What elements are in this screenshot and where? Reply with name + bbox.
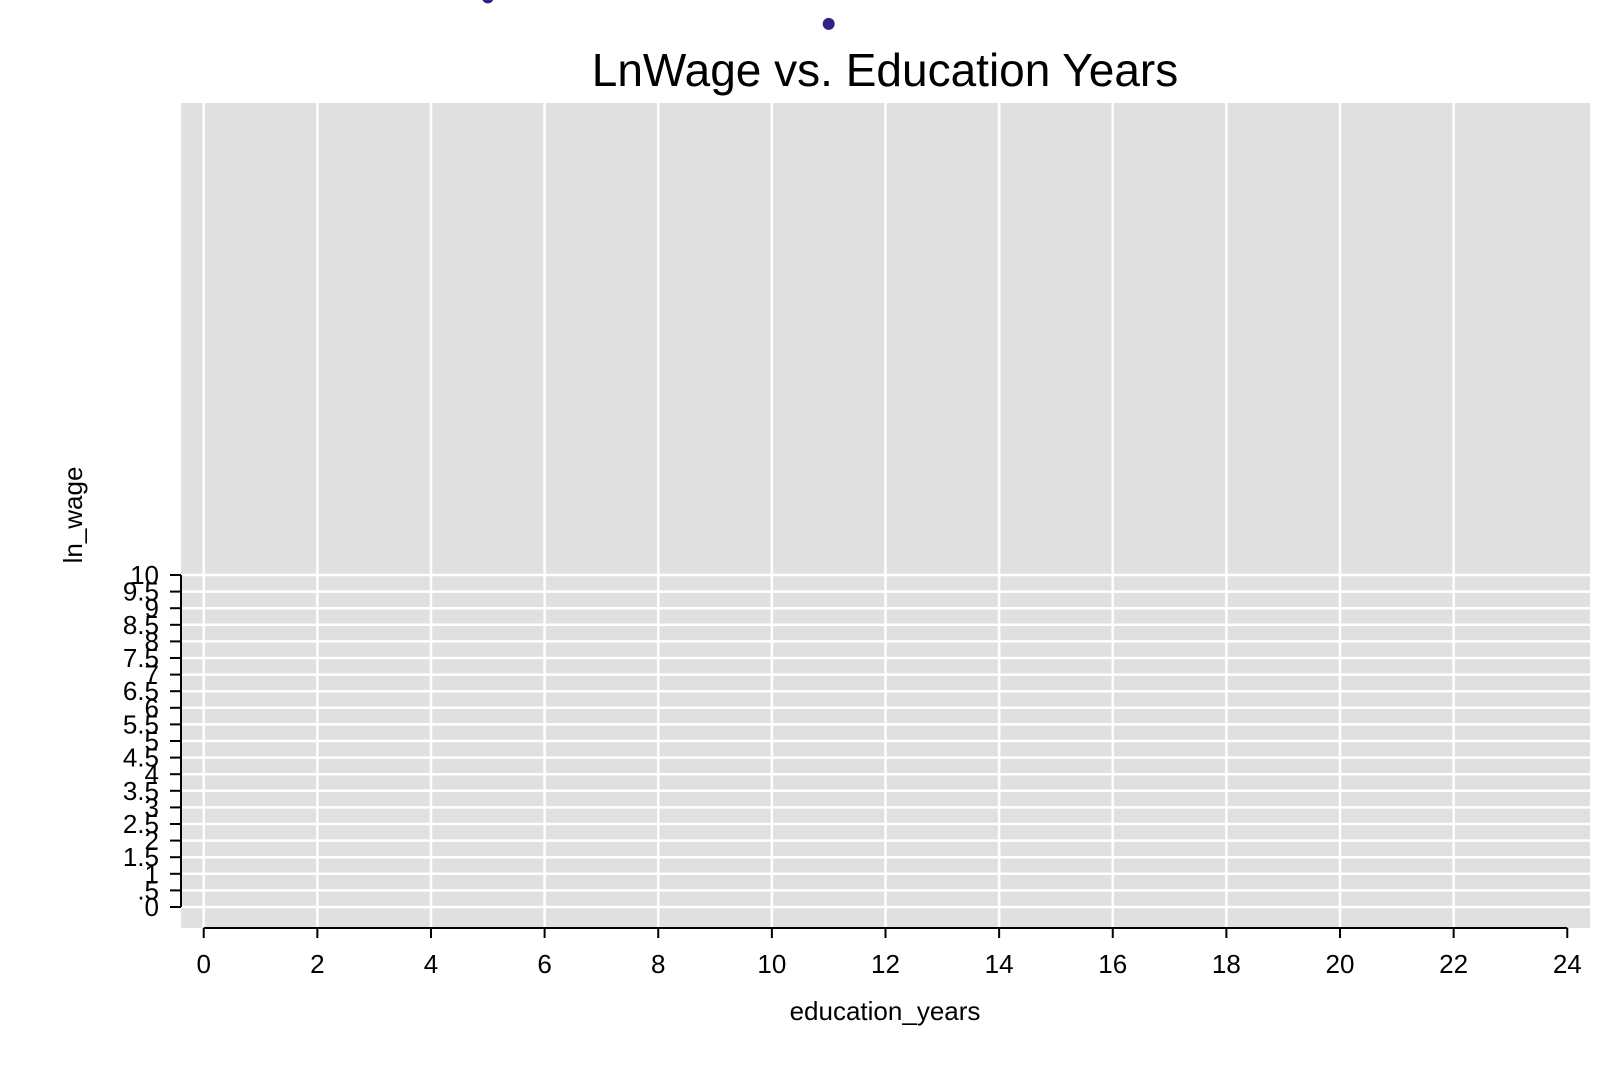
y-tick-label: 2.5 xyxy=(123,809,159,839)
x-axis-label: education_years xyxy=(790,996,981,1026)
y-tick-label: 2 xyxy=(145,826,159,856)
y-tick-label: 6 xyxy=(145,693,159,723)
y-tick-label: 3 xyxy=(145,792,159,822)
x-tick-label: 12 xyxy=(871,949,900,979)
x-tick-label: 14 xyxy=(985,949,1014,979)
data-point xyxy=(822,17,835,30)
x-tick-label: 6 xyxy=(537,949,551,979)
x-tick-label: 8 xyxy=(651,949,665,979)
y-tick-label: .5 xyxy=(137,875,159,905)
y-axis-label: ln_wage xyxy=(58,467,88,564)
y-tick-label: 5 xyxy=(145,726,159,756)
y-tick-label: 1 xyxy=(145,859,159,889)
grid-lines xyxy=(181,103,1590,928)
y-tick-label: 8.5 xyxy=(123,610,159,640)
y-tick-label: 4.5 xyxy=(123,743,159,773)
y-tick-label: 10 xyxy=(130,560,159,590)
x-tick-label: 24 xyxy=(1553,949,1582,979)
y-tick-label: 3.5 xyxy=(123,776,159,806)
y-tick-label: 9.5 xyxy=(123,577,159,607)
x-tick-label: 20 xyxy=(1326,949,1355,979)
y-tick-label: 4 xyxy=(145,759,159,789)
x-tick-label: 10 xyxy=(757,949,786,979)
axes: 0 2 4 6 8 10 12 14 16 18 20 22 240.511.522.533.544.5… xyxy=(123,560,1582,979)
x-tick-label: 0 xyxy=(196,949,210,979)
y-tick-label: 5.5 xyxy=(123,709,159,739)
y-tick-label: 8 xyxy=(145,626,159,656)
y-tick-label: 1.5 xyxy=(123,842,159,872)
x-tick-label: 2 xyxy=(310,949,324,979)
chart-title: LnWage vs. Education Years xyxy=(592,44,1178,96)
y-tick-label: 9 xyxy=(145,593,159,623)
x-tick-label: 4 xyxy=(424,949,438,979)
y-tick-label: 6.5 xyxy=(123,676,159,706)
x-tick-label: 22 xyxy=(1439,949,1468,979)
x-tick-label: 16 xyxy=(1098,949,1127,979)
data-point xyxy=(482,0,494,4)
y-tick-label: 7 xyxy=(145,660,159,690)
y-tick-label: 0 xyxy=(145,892,159,922)
data-points xyxy=(482,0,835,30)
y-tick-label: 7.5 xyxy=(123,643,159,673)
x-tick-label: 18 xyxy=(1212,949,1241,979)
